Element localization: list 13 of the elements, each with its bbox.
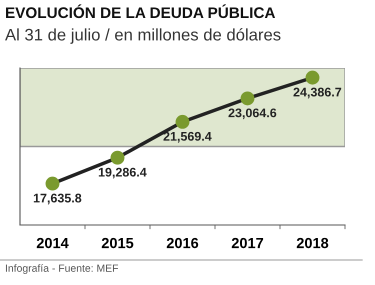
data-label: 17,635.8 [34,194,82,204]
x-tick-label: 2018 [296,238,328,248]
data-label: 21,569.4 [163,132,212,143]
x-tick-label: 2016 [166,238,198,248]
chart-subtitle: Al 31 de julio / en millones de dólares [5,28,280,44]
x-tick-label: 2014 [36,238,69,248]
x-tick-label: 2015 [102,238,134,248]
data-label: 23,064.6 [228,108,276,120]
x-tick-label: 2017 [232,238,264,248]
text: Infografía - Fuente: MEF [6,264,118,274]
data-label: 24,386.7 [293,88,342,98]
chart-title: EVOLUCIÓN DE LA DEUDA PÚBLICA [6,4,276,18]
data-label: 19,286.4 [98,168,147,178]
